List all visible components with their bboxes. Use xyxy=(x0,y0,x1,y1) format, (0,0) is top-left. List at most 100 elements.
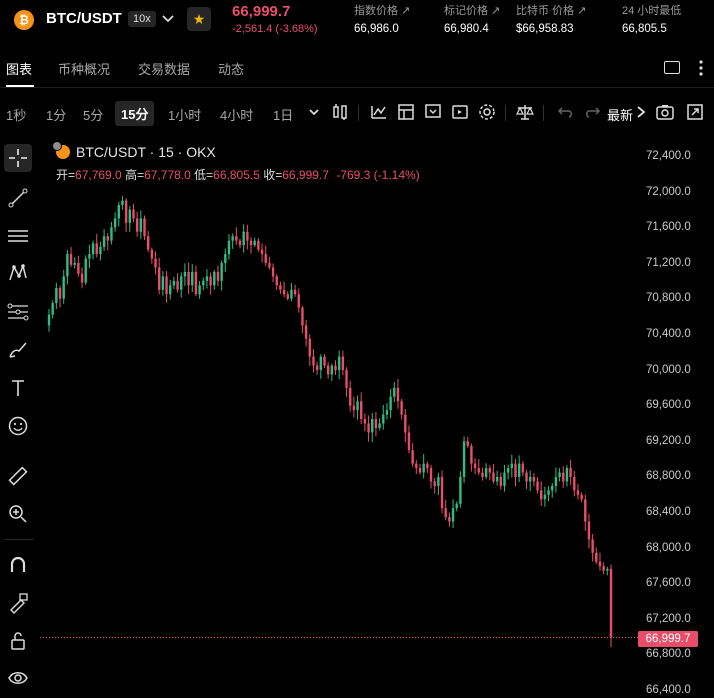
candle-body xyxy=(80,273,84,283)
window-icon[interactable] xyxy=(664,61,680,74)
candle-body xyxy=(389,396,392,411)
candle-body xyxy=(77,263,80,274)
lock-icon[interactable] xyxy=(4,627,32,655)
redo-icon[interactable] xyxy=(582,102,602,122)
candle-body xyxy=(113,218,117,228)
candle-body xyxy=(536,481,539,491)
pattern-icon[interactable] xyxy=(4,259,32,287)
brush-icon[interactable] xyxy=(4,336,32,364)
crosshair-icon[interactable] xyxy=(4,144,32,172)
candle-body xyxy=(271,267,275,277)
timeframe-15m[interactable]: 15分 xyxy=(115,101,155,126)
price-axis-label: 72,400.0 xyxy=(646,150,691,162)
chart-title: BTC/USDT · 15 · OKX xyxy=(76,144,216,160)
tab-news[interactable]: 动态 xyxy=(218,62,245,77)
candlestick-chart[interactable] xyxy=(40,138,714,698)
candle-body xyxy=(444,508,447,518)
candle-body xyxy=(558,472,561,477)
candle-body xyxy=(268,263,271,268)
ruler-icon[interactable] xyxy=(4,462,32,490)
candle-body xyxy=(128,209,132,223)
bitcoin-icon: ₿ xyxy=(14,10,34,30)
candle-body xyxy=(598,561,602,567)
price-axis-label: 66,400.0 xyxy=(646,684,691,696)
tab-trading-data[interactable]: 交易数据 xyxy=(138,62,191,77)
eye-icon[interactable] xyxy=(4,664,32,692)
magnet-icon[interactable] xyxy=(4,551,32,579)
candle-body xyxy=(378,423,381,428)
timeframe-4h[interactable]: 4小时 xyxy=(220,108,254,123)
header: ₿ BTC/USDT 10x ★ 66,999.7 -2,561.4 (-3.6… xyxy=(0,0,714,42)
candle-body xyxy=(297,294,300,308)
timeframe-5m[interactable]: 5分 xyxy=(83,108,104,123)
text-icon[interactable] xyxy=(4,374,32,402)
candle-body xyxy=(157,267,161,290)
pair-name[interactable]: BTC/USDT xyxy=(46,10,122,27)
indicators-icon[interactable] xyxy=(369,102,389,122)
candle-body xyxy=(301,307,304,326)
price-axis-label: 68,800.0 xyxy=(646,470,691,483)
candle-body xyxy=(349,387,352,406)
candle-body xyxy=(326,365,330,375)
candle-body xyxy=(393,387,396,397)
more-vertical-icon[interactable] xyxy=(698,59,704,77)
toolbar-divider xyxy=(358,105,359,121)
candle-body xyxy=(146,236,150,250)
gear-icon[interactable] xyxy=(477,102,497,122)
chevron-down-icon[interactable] xyxy=(160,10,176,26)
ohlc-readout: 开=67,769.0 高=67,778.0 低=66,805.5 收=66,99… xyxy=(56,168,420,182)
candle-body xyxy=(569,468,572,477)
stat-index-price[interactable]: 指数价格 ↗ 66,986.0 xyxy=(354,5,411,35)
scale-balance-icon[interactable] xyxy=(515,102,535,122)
zoom-in-icon[interactable] xyxy=(4,500,32,528)
horizontal-lines-icon[interactable] xyxy=(4,222,32,250)
toolbar-divider xyxy=(543,105,544,121)
candle-body xyxy=(499,477,503,486)
candlestick-type-icon[interactable] xyxy=(330,102,350,122)
tab-coin-overview[interactable]: 币种概况 xyxy=(58,62,111,77)
timeframe-1s[interactable]: 1秒 xyxy=(6,108,27,123)
timeframe-1d[interactable]: 1日 xyxy=(273,108,294,123)
fib-retracement-icon[interactable] xyxy=(4,298,32,326)
chevron-right-icon[interactable] xyxy=(634,102,648,122)
timeframe-1m[interactable]: 1分 xyxy=(46,108,67,123)
undo-icon[interactable] xyxy=(556,102,576,122)
candle-body xyxy=(231,236,234,241)
price-axis-label: 69,200.0 xyxy=(646,434,691,447)
price-axis-label: 68,000.0 xyxy=(646,541,691,554)
stat-btc-price[interactable]: 比特币 价格 ↗ $66,958.83 xyxy=(516,5,587,35)
lock-drawings-icon[interactable] xyxy=(4,589,32,617)
fullscreen-icon[interactable] xyxy=(685,102,705,122)
candle-body xyxy=(540,490,543,500)
emoji-icon[interactable] xyxy=(4,412,32,440)
candle-body xyxy=(415,463,418,469)
candle-body xyxy=(198,285,201,295)
candle-body xyxy=(290,289,293,299)
candle-body xyxy=(279,285,282,290)
alert-icon[interactable] xyxy=(423,102,443,122)
toolbar-divider xyxy=(505,105,506,121)
stat-mark-price[interactable]: 标记价格 ↗ 66,980.4 xyxy=(444,5,501,35)
trendline-icon[interactable] xyxy=(4,184,32,212)
timeframe-1h[interactable]: 1小时 xyxy=(168,108,202,123)
candle-body xyxy=(345,370,348,388)
candle-body xyxy=(58,287,62,299)
replay-icon[interactable] xyxy=(450,102,470,122)
candle-body xyxy=(543,494,547,500)
candle-body xyxy=(323,356,326,366)
candle-body xyxy=(242,231,245,246)
candle-body xyxy=(396,387,400,402)
candle-body xyxy=(510,463,514,469)
tab-chart[interactable]: 图表 xyxy=(6,62,33,77)
templates-icon[interactable] xyxy=(396,102,416,122)
candle-body xyxy=(220,263,223,281)
candle-body xyxy=(609,568,613,638)
candle-body xyxy=(352,405,356,411)
latest-button[interactable]: 最新 xyxy=(607,108,634,123)
camera-icon[interactable] xyxy=(655,102,675,122)
active-tab-indicator xyxy=(6,85,34,87)
candle-body xyxy=(191,271,194,286)
candle-body xyxy=(319,356,323,370)
favorite-star-icon[interactable]: ★ xyxy=(187,7,211,31)
chevron-down-icon[interactable] xyxy=(304,102,324,122)
